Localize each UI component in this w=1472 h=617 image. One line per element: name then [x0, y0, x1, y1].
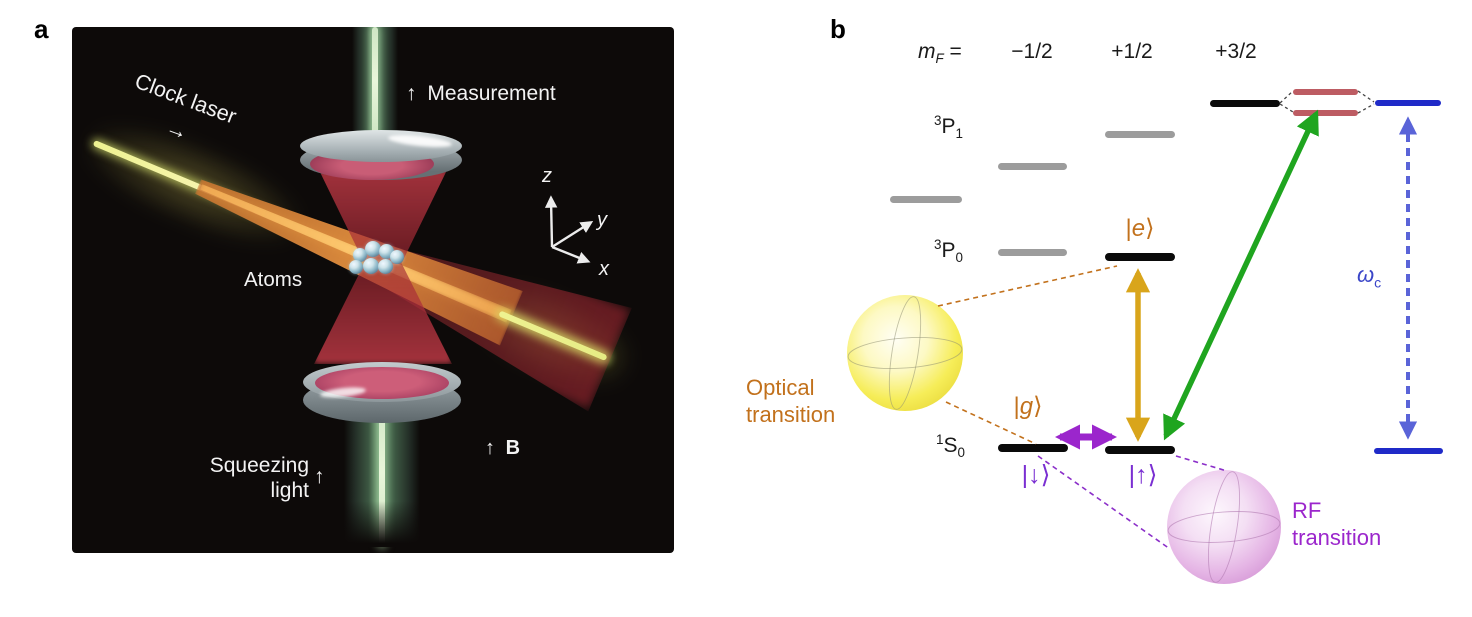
- atom: [378, 259, 393, 274]
- mf-subscript: F: [935, 51, 944, 67]
- level-dressed-upper: [1293, 89, 1358, 95]
- state-up-bar: |: [1128, 461, 1136, 489]
- panel-a-illustration: Clock laser → ↑ Measurement Atoms Squeez…: [72, 27, 674, 553]
- b-field-arrow-icon: ↑: [485, 437, 495, 459]
- mf-col-plus32: +3/2: [1215, 40, 1257, 63]
- term-3p0-sub: 0: [955, 250, 963, 266]
- cavity-coupling-transition-arrow: [1163, 109, 1319, 441]
- state-down-label: |↓⟩: [1008, 460, 1064, 490]
- optical-bloch-sphere: [847, 295, 963, 411]
- x-axis-label: x: [599, 258, 609, 280]
- level-e-state: [1105, 253, 1175, 261]
- state-g-letter: g: [1019, 393, 1034, 420]
- squeezing-light-label: Squeezing light: [175, 453, 309, 503]
- mf-equals: =: [943, 40, 962, 63]
- state-e-bar: |: [1125, 215, 1132, 242]
- measurement-label-group: ↑ Measurement: [406, 82, 556, 106]
- mf-header: mF =: [918, 40, 962, 66]
- rf-bloch-sphere: [1167, 470, 1281, 584]
- rf-transition-line2: transition: [1292, 525, 1382, 550]
- state-g-bar: |: [1013, 393, 1020, 420]
- level-3p1-mf-plus12: [1105, 131, 1175, 138]
- omega-c-label: ωc: [1357, 262, 1381, 290]
- mf-col-plus12: +1/2: [1111, 40, 1153, 63]
- axes-arrows: [544, 195, 594, 264]
- level-3p0-mf-minus12: [998, 249, 1067, 256]
- state-e-label: |e⟩: [1105, 214, 1175, 243]
- level-3p1-mf-minus12: [998, 163, 1067, 170]
- rf-transition-line1: RF: [1292, 498, 1322, 523]
- atom: [365, 241, 381, 257]
- atom: [353, 248, 367, 262]
- term-3p1: 3P1: [934, 113, 963, 141]
- optical-transition-line2: transition: [746, 402, 836, 427]
- mf-col-minus12: −1/2: [1011, 40, 1053, 63]
- z-axis-arrow: [544, 195, 558, 248]
- level-cavity-upper: [1375, 100, 1441, 106]
- b-field-label: B: [505, 437, 521, 459]
- mf-symbol: m: [918, 40, 936, 63]
- measurement-beam-core: [372, 27, 378, 135]
- state-up-label: |↑⟩: [1115, 460, 1171, 490]
- optical-transition-label: Optical transition: [746, 374, 835, 428]
- rf-transition-label: RF transition: [1292, 497, 1381, 551]
- state-g-label: |g⟩: [1000, 392, 1056, 421]
- measurement-label: Measurement: [427, 82, 556, 105]
- rf-sphere-upper-dash: [1175, 455, 1228, 472]
- magnetic-field-label-group: ↑ B: [485, 437, 520, 460]
- optical-transition-line1: Optical: [746, 375, 815, 400]
- panel-b-label: b: [830, 14, 846, 44]
- squeezing-beam-fade: [344, 501, 420, 547]
- term-3p0-base: P: [941, 239, 956, 262]
- panel-a-label: a: [34, 14, 49, 44]
- state-up-arrow: ↑: [1135, 461, 1148, 489]
- atom: [349, 260, 363, 274]
- level-3p1-mf-minus32: [890, 196, 962, 203]
- state-down-arrow: ↓: [1028, 461, 1041, 489]
- term-3p0-sup: 3: [934, 237, 942, 252]
- squeezing-beam: [344, 399, 420, 547]
- term-3p1-sup: 3: [934, 113, 942, 128]
- state-e-ket: ⟩: [1145, 215, 1155, 242]
- squeezing-beam-core: [379, 399, 385, 547]
- atom: [363, 258, 379, 274]
- term-1s0: 1S0: [936, 432, 965, 460]
- level-cavity-lower: [1374, 448, 1443, 454]
- term-1s0-base: S: [943, 434, 958, 457]
- level-up-state: [1105, 446, 1175, 454]
- level-g-down-state: [998, 444, 1068, 452]
- atoms-label: Atoms: [244, 268, 303, 291]
- optical-sphere-upper-dash: [937, 265, 1118, 307]
- term-3p0: 3P0: [934, 237, 963, 265]
- state-down-ket: ⟩: [1040, 461, 1051, 489]
- measurement-arrow-icon: ↑: [406, 82, 417, 105]
- level-dressed-lower: [1293, 110, 1358, 116]
- state-up-ket: ⟩: [1147, 461, 1158, 489]
- omega-subscript: c: [1374, 274, 1382, 291]
- measurement-beam: [352, 27, 398, 135]
- omega-symbol: ω: [1357, 262, 1375, 287]
- state-down-bar: |: [1021, 461, 1029, 489]
- term-1s0-sup: 1: [936, 432, 944, 447]
- y-axis-arrow: [551, 221, 594, 249]
- y-axis-label: y: [597, 209, 607, 231]
- level-3p1-mf-plus32: [1210, 100, 1280, 107]
- squeezing-line2: light: [270, 479, 309, 502]
- x-axis-arrow: [551, 245, 591, 264]
- z-axis-label: z: [542, 165, 552, 187]
- state-e-letter: e: [1131, 215, 1146, 242]
- term-3p1-base: P: [941, 115, 956, 138]
- term-1s0-sub: 0: [957, 445, 965, 461]
- atom: [390, 250, 404, 264]
- squeezing-line1: Squeezing: [209, 454, 309, 477]
- squeezing-arrow-icon: ↑: [314, 465, 325, 488]
- state-g-ket: ⟩: [1033, 393, 1043, 420]
- term-3p1-sub: 1: [955, 126, 963, 142]
